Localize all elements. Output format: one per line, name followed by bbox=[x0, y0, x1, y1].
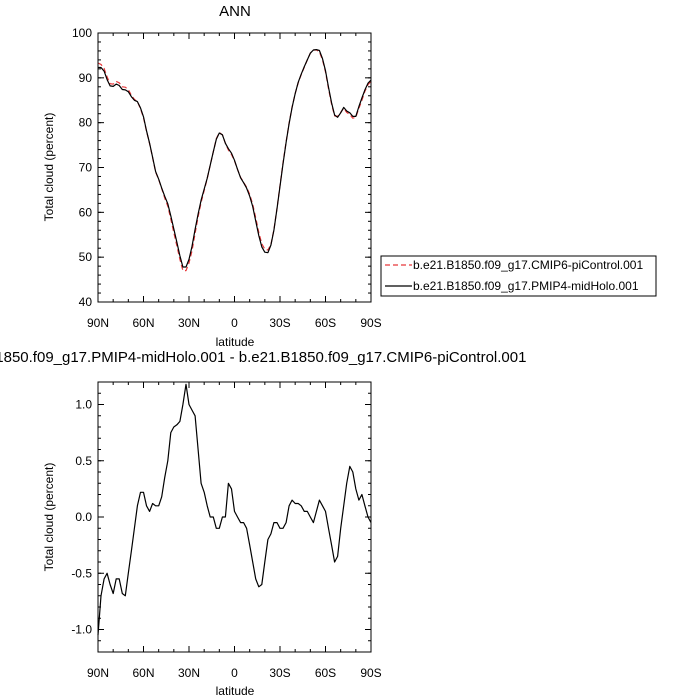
series-line-1 bbox=[98, 48, 372, 268]
y-tick-label: 0.5 bbox=[75, 454, 92, 468]
legend: b.e21.B1850.f09_g17.CMIP6-piControl.001 … bbox=[380, 255, 657, 297]
plot-frame bbox=[97, 381, 372, 653]
x-axis-label: latitude bbox=[216, 684, 255, 698]
legend-label-picontrol: b.e21.B1850.f09_g17.CMIP6-piControl.001 bbox=[413, 258, 643, 272]
panel-annual-total-cloud: ANN 90N 60N 30N 0 30S 60S 90S 40 50 60 70 80 90 100 l… bbox=[42, 3, 657, 349]
chart-title: ANN bbox=[219, 3, 251, 20]
x-tick-label: 90S bbox=[360, 666, 381, 680]
difference-title: b.e21.B1850.f09_g17.PMIP4-midHolo.001 - … bbox=[0, 349, 526, 366]
y-tick-label: 90 bbox=[79, 71, 93, 85]
x-tick-label: 60N bbox=[132, 316, 154, 330]
x-tick-label: 60N bbox=[132, 666, 154, 680]
y-axis-label: Total cloud (percent) bbox=[42, 463, 56, 572]
series-line-0 bbox=[97, 383, 372, 636]
x-tick-label: 30N bbox=[178, 666, 200, 680]
x-tick-label: 0 bbox=[231, 316, 238, 330]
y-tick-label: 60 bbox=[79, 205, 93, 219]
y-tick-label: 80 bbox=[79, 116, 93, 130]
y-tick-label: -0.5 bbox=[71, 566, 92, 580]
y-tick-label: 100 bbox=[72, 26, 92, 40]
legend-box bbox=[380, 255, 657, 297]
tick-group: 90N 60N 30N 0 30S 60S 90S 40 50 60 70 80 90 100 bbox=[72, 26, 382, 330]
x-tick-label: 0 bbox=[231, 666, 238, 680]
x-tick-label: 90S bbox=[360, 316, 381, 330]
x-tick-label: 60S bbox=[315, 666, 336, 680]
y-tick-label: 0.0 bbox=[75, 510, 92, 524]
x-tick-label: 90N bbox=[87, 666, 109, 680]
y-tick-label: 1.0 bbox=[75, 398, 92, 412]
series-group bbox=[97, 383, 372, 636]
x-tick-label: 30N bbox=[178, 316, 200, 330]
y-tick-label: -1.0 bbox=[71, 623, 92, 637]
y-tick-label: 40 bbox=[79, 295, 93, 309]
x-tick-label: 30S bbox=[269, 316, 290, 330]
legend-label-midholo: b.e21.B1850.f09_g17.PMIP4-midHolo.001 bbox=[413, 279, 639, 293]
x-tick-label: 60S bbox=[315, 316, 336, 330]
x-tick-label: 90N bbox=[87, 316, 109, 330]
y-axis-label: Total cloud (percent) bbox=[42, 113, 56, 222]
x-axis-label: latitude bbox=[216, 335, 255, 349]
y-tick-label: 50 bbox=[79, 250, 93, 264]
panel-difference: b.e21.B1850.f09_g17.PMIP4-midHolo.001 - … bbox=[0, 349, 526, 698]
y-tick-label: 70 bbox=[79, 161, 93, 175]
tick-group: 90N 60N 30N 0 30S 60S 90S -1.0 -0.5 0.0 0.5 1.0 bbox=[71, 381, 382, 680]
series-group bbox=[97, 48, 372, 272]
x-tick-label: 30S bbox=[269, 666, 290, 680]
plot-frame bbox=[97, 32, 372, 303]
